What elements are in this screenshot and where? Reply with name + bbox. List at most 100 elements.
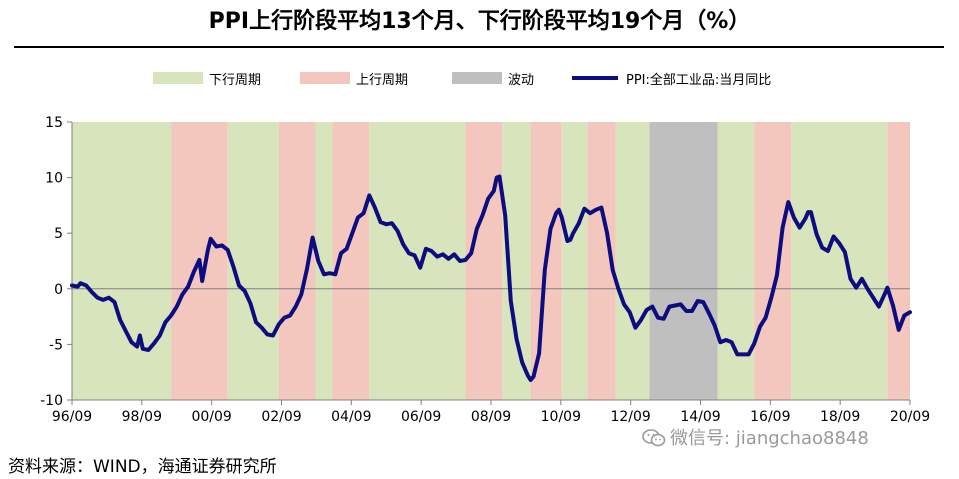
- data-point: [147, 348, 150, 352]
- data-point: [656, 316, 660, 319]
- data-point: [690, 309, 694, 313]
- data-point: [549, 227, 552, 230]
- y-tick-label: 15: [45, 115, 63, 131]
- data-point: [560, 216, 563, 219]
- data-point: [741, 353, 745, 356]
- data-point: [877, 305, 881, 308]
- data-point: [792, 216, 796, 219]
- data-point: [300, 293, 303, 296]
- data-point: [362, 211, 365, 215]
- data-point: [458, 259, 462, 263]
- data-point: [243, 289, 246, 293]
- data-point: [464, 258, 467, 262]
- data-point: [192, 270, 195, 274]
- regime-band-down: [791, 122, 888, 400]
- data-point: [764, 316, 767, 319]
- data-point: [385, 223, 388, 226]
- data-point: [543, 268, 546, 272]
- data-point: [419, 266, 422, 269]
- data-point: [781, 226, 784, 229]
- legend-label-flat: 波动: [508, 73, 535, 88]
- legend-label-ppi: PPI:全部工业品:当月同比: [626, 73, 772, 88]
- data-point: [886, 286, 889, 289]
- legend-label-up: 上行周期: [356, 73, 409, 88]
- data-point: [181, 293, 184, 296]
- data-point: [871, 296, 875, 299]
- data-point: [826, 249, 830, 253]
- x-tick-label: 14/09: [680, 409, 720, 425]
- x-tick-label: 02/09: [261, 409, 301, 425]
- data-point: [758, 325, 762, 328]
- data-point: [277, 323, 280, 326]
- data-point: [317, 259, 320, 263]
- data-point: [908, 310, 912, 314]
- data-point: [903, 314, 906, 317]
- data-point: [611, 268, 614, 272]
- data-point: [356, 216, 360, 219]
- data-point: [685, 309, 688, 313]
- data-point: [373, 206, 377, 209]
- data-point: [891, 304, 895, 307]
- x-tick-label: 10/09: [541, 409, 581, 425]
- chart-legend: 下行周期 上行周期 波动 PPI:全部工业品:当月同比: [0, 68, 959, 88]
- x-tick-label: 08/09: [471, 409, 511, 425]
- data-point: [209, 237, 212, 240]
- data-point: [424, 247, 428, 250]
- y-tick-label: -10: [40, 393, 63, 409]
- data-point: [441, 253, 445, 256]
- regime-band-up: [887, 122, 910, 400]
- data-point: [515, 337, 518, 341]
- y-tick-label: -5: [49, 337, 63, 353]
- data-point: [124, 329, 127, 333]
- wechat-icon: [642, 429, 666, 447]
- x-tick-label: 12/09: [610, 409, 650, 425]
- data-point: [838, 242, 841, 245]
- data-point: [639, 318, 643, 322]
- x-tick-label: 18/09: [820, 409, 860, 425]
- watermark-text: 微信号: jiangchao8848: [670, 428, 869, 449]
- regime-band-down: [717, 122, 755, 400]
- data-point: [249, 302, 252, 305]
- data-point: [583, 207, 586, 210]
- data-point: [498, 175, 501, 178]
- data-point: [645, 308, 648, 312]
- data-point: [113, 300, 116, 304]
- data-point: [169, 314, 173, 317]
- data-point: [600, 206, 603, 209]
- data-point: [436, 255, 439, 258]
- data-point: [475, 227, 479, 230]
- data-point: [288, 314, 292, 317]
- data-point: [305, 267, 309, 270]
- data-point: [90, 290, 94, 294]
- data-point: [201, 279, 204, 283]
- data-point: [753, 342, 756, 345]
- data-point: [407, 252, 411, 255]
- y-tick-label: 10: [45, 171, 63, 187]
- regime-band-down: [72, 122, 172, 400]
- y-tick-label: 5: [54, 226, 63, 242]
- data-point: [707, 312, 711, 315]
- data-point: [651, 305, 654, 308]
- data-point: [628, 310, 631, 314]
- data-point: [897, 328, 900, 332]
- data-point: [84, 284, 88, 287]
- data-point: [379, 220, 382, 224]
- data-point: [566, 239, 569, 243]
- legend-swatch-flat: [452, 72, 502, 84]
- data-point: [79, 282, 82, 285]
- legend-swatch-down: [153, 72, 203, 84]
- data-point: [713, 324, 716, 327]
- data-point: [413, 254, 416, 257]
- data-point: [70, 284, 74, 287]
- data-point: [254, 320, 258, 324]
- data-point: [832, 235, 835, 238]
- data-point: [118, 318, 122, 322]
- data-point: [481, 214, 484, 217]
- data-point: [266, 333, 269, 336]
- data-point: [469, 252, 473, 255]
- regime-band-up: [465, 122, 503, 400]
- data-point: [107, 296, 111, 299]
- data-point: [237, 284, 241, 287]
- title-divider: [14, 46, 944, 48]
- data-point: [730, 340, 733, 344]
